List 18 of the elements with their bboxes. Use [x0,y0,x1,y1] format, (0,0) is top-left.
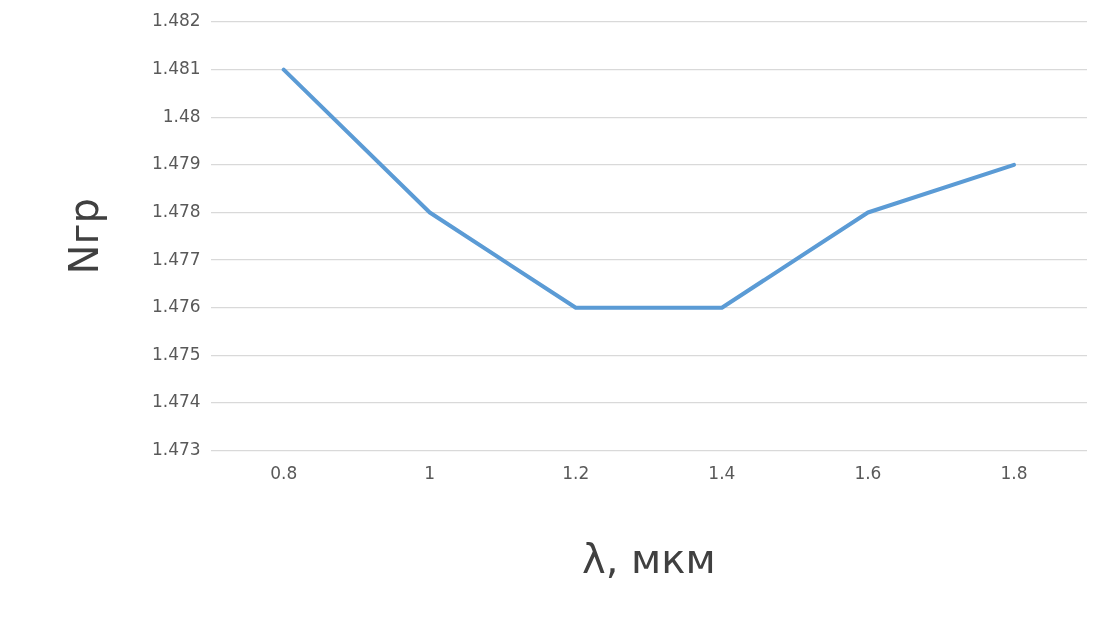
x-tick-label: 1.6 [854,463,882,484]
x-tick-label: 1 [424,463,436,484]
y-tick-label: 1.479 [152,153,201,174]
x-tick-label: 1.4 [708,463,736,484]
y-tick-label: 1.48 [162,105,201,126]
y-tick-label: 1.476 [152,296,201,317]
x-axis-title: λ, мкм [582,536,716,583]
y-tick-label: 1.474 [152,391,201,412]
y-tick-label: 1.482 [152,10,201,31]
y-tick-label: 1.478 [152,200,201,221]
x-tick-label: 1.8 [1000,463,1028,484]
y-tick-label: 1.481 [152,58,201,79]
x-tick-label: 1.2 [562,463,590,484]
y-tick-label: 1.473 [152,439,201,460]
x-tick-label: 0.8 [270,463,298,484]
y-axis-title: Nгр [61,198,108,275]
y-tick-label: 1.477 [152,248,201,269]
y-tick-label: 1.475 [152,343,201,364]
